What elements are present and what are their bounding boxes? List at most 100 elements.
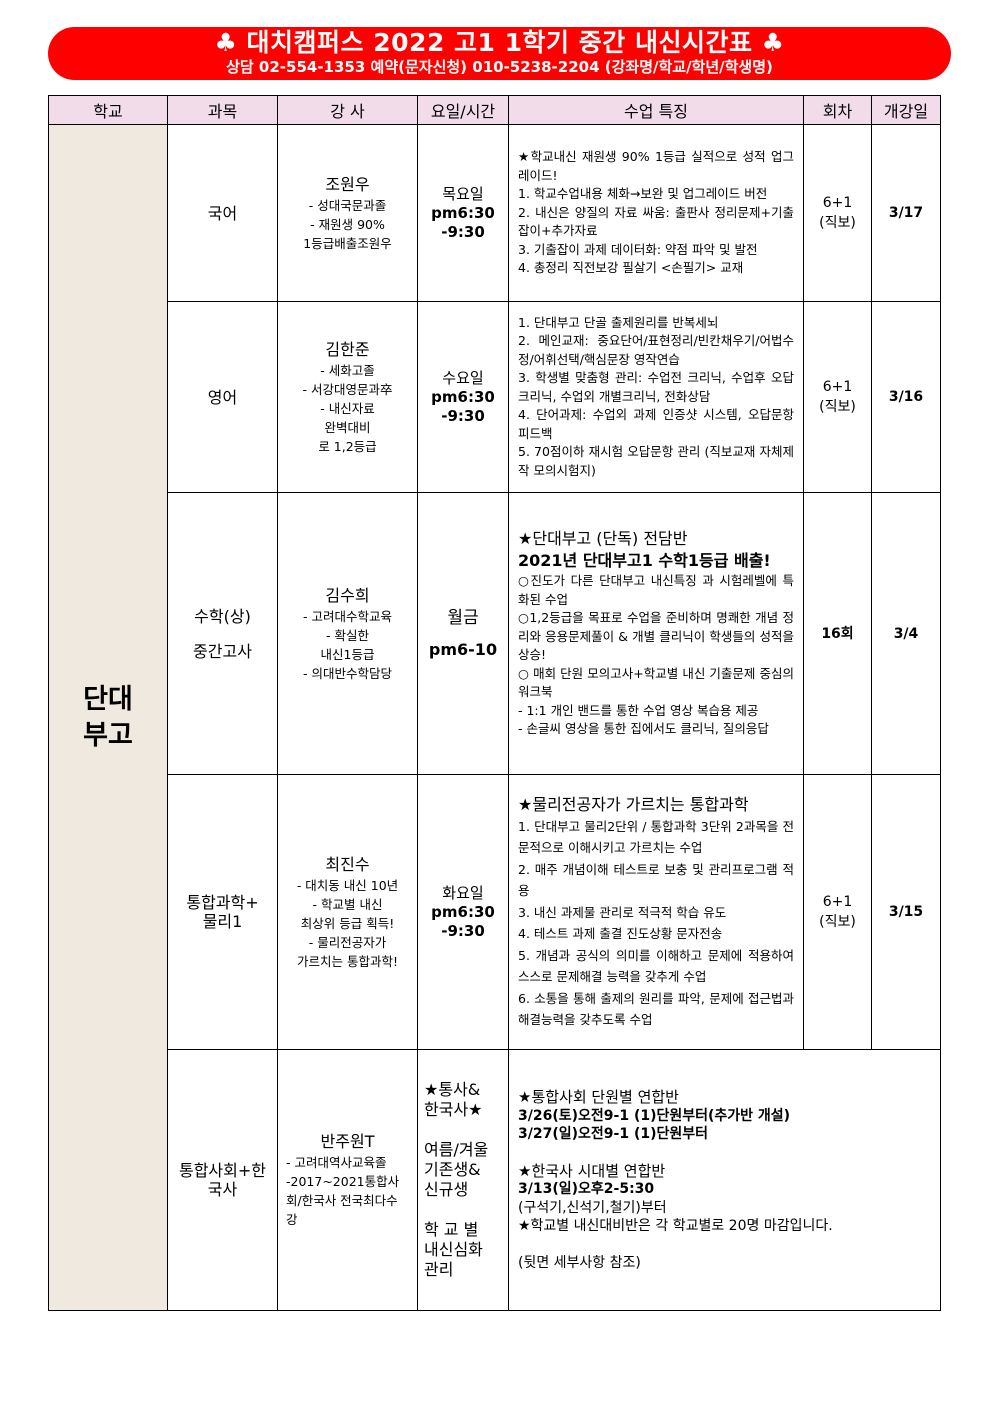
schedule-time: -9:30 xyxy=(441,921,485,940)
subject-cell: 국어 xyxy=(167,124,278,302)
feature-item: (구석기,신석기,철기)부터 xyxy=(518,1199,667,1216)
subject-cell: 영어 xyxy=(167,301,278,493)
start-date: 3/17 xyxy=(888,205,924,221)
schedule-time: -9:30 xyxy=(441,222,485,241)
feature-item: ○진도가 다른 단대부고 내신특징 과 시험레벨에 특화된 수업 xyxy=(518,573,794,607)
start-date-cell: 3/15 xyxy=(871,774,941,1050)
feature-headline: ★단대부고 (단독) 전담반 xyxy=(518,529,688,549)
feature-item: ○ 매회 단원 모의고사+학교별 내신 기출문제 중심의 워크북 xyxy=(518,665,794,700)
teacher-credential: - 세화고졸 xyxy=(320,362,375,378)
subject-name: 중간고사 xyxy=(193,641,252,661)
table-row: 단대 부고 국어 조원우 - 성대국문과졸 - 재원생 90% 1등급배출조원우 목요일 pm6… xyxy=(48,124,941,1311)
start-date: 3/15 xyxy=(888,904,924,920)
school-name: 부고 xyxy=(83,719,133,751)
feature-item: 5. 개념과 공식의 의미를 이해하고 문제에 적용하여 스스로 문제해결 능력… xyxy=(518,947,794,985)
start-date: 3/16 xyxy=(888,389,924,405)
subject-name: 수학(상) xyxy=(194,606,251,626)
schedule-time xyxy=(424,1200,502,1220)
feature-item: 3. 내신 과제물 관리로 적극적 학습 유도 xyxy=(518,904,727,920)
table-row: 통합사회+한 국사 반주원T - 고려대역사교육졸 -2017~2021통합사회/한국사… xyxy=(49,1049,941,1311)
subject-cell: 통합사회+한 국사 xyxy=(167,1049,278,1311)
schedule-time-cell: 화요일 pm6:30 -9:30 xyxy=(417,774,509,1050)
subject-name: 국사 xyxy=(207,1180,238,1199)
feature-item: 4. 단어과제: 수업외 과제 인증샷 시스템, 오답문항 피드백 xyxy=(518,407,794,441)
feature-item: 3/27(일)오전9-1 (1)단원부터 xyxy=(518,1126,708,1142)
schedule-time: 화요일 xyxy=(442,883,484,902)
features-cell: 1. 단대부고 단골 출제원리를 반복세뇌 2. 메인교재: 중요단어/표현정리/… xyxy=(508,301,804,493)
header-row: 학교 과목 강 사 요일/시간 수업 특징 회차 개강일 xyxy=(48,95,941,125)
teacher-credential: 내신1등급 xyxy=(320,646,375,662)
title-banner: ♣ 대치캠퍼스 2022 고1 1학기 중간 내신시간표 ♣ 상담 02-554… xyxy=(48,27,951,80)
schedule-time: 학 교 별 xyxy=(424,1220,479,1239)
teacher-credential: - 서강대영문과卒 xyxy=(302,381,393,397)
page-title: ♣ 대치캠퍼스 2022 고1 1학기 중간 내신시간표 ♣ xyxy=(214,28,785,57)
start-date-cell: 3/17 xyxy=(871,124,941,302)
schedule-time-cell: 목요일 pm6:30 -9:30 xyxy=(417,124,509,302)
feature-item: ★한국사 시대별 연합반 xyxy=(518,1161,666,1180)
teacher-credential: - 내신자료 xyxy=(320,400,375,416)
teacher-credential: 1등급배출조원우 xyxy=(303,235,392,251)
teacher-name: 최진수 xyxy=(325,854,370,874)
teacher-cell: 김수희 - 고려대수학교육 - 확실한 내신1등급 - 의대반수학담당 xyxy=(277,492,418,775)
session-count: (직보) xyxy=(819,914,856,930)
feature-item: 2. 내신은 양질의 자료 싸움: 출판사 정리문제+기출잡이+추가자료 xyxy=(518,204,794,239)
feature-item xyxy=(518,1144,931,1162)
feature-item: 1. 단대부고 단골 출제원리를 반복세뇌 xyxy=(518,314,719,330)
feature-item: ○1,2등급을 목표로 수업을 준비하며 명쾌한 개념 정리와 응용문제풀이 &… xyxy=(518,610,794,663)
subject-name: 물리1 xyxy=(202,912,243,931)
schedule-time: 기존생& xyxy=(424,1160,481,1179)
teacher-name: 김한준 xyxy=(325,339,370,359)
schedule-time: 신규생 xyxy=(424,1180,469,1199)
feature-item xyxy=(518,1236,931,1254)
features-cell: ★통합사회 단원별 연합반 3/26(토)오전9-1 (1)단원부터(추가반 개설… xyxy=(508,1049,941,1311)
session-count: 16회 xyxy=(821,625,854,642)
feature-item: ★통합사회 단원별 연합반 xyxy=(518,1088,679,1106)
feature-item: 3/26(토)오전9-1 (1)단원부터(추가반 개설) xyxy=(518,1107,791,1124)
feature-item: (뒷면 세부사항 참조) xyxy=(518,1254,641,1271)
subject-name: 영어 xyxy=(207,387,238,407)
feature-item: 1. 단대부고 물리2단위 / 통합과학 3단위 2과목을 전문적으로 이해시키… xyxy=(518,818,794,856)
feature-item: 3. 기출잡이 과제 데이터화: 약점 파악 및 발전 xyxy=(518,241,758,257)
session-count-cell: 16회 xyxy=(803,492,872,775)
column-header: 수업 특징 xyxy=(508,95,804,125)
table-row: 영어 김한준 - 세화고졸 - 서강대영문과卒 - 내신자료 완벽대비 로 1,2등급 수요일… xyxy=(49,301,941,493)
schedule-time: ★통사& xyxy=(424,1080,481,1099)
session-count: (직보) xyxy=(819,215,856,231)
teacher-credential: - 재원생 90% xyxy=(310,216,385,232)
column-header: 회차 xyxy=(803,95,872,125)
schedule-time-cell: 수요일 pm6:30 -9:30 xyxy=(417,301,509,493)
session-count: 6+1 xyxy=(822,379,853,395)
teacher-credential: - 물리전공자가 xyxy=(308,934,387,950)
schedule-time: pm6:30 xyxy=(431,387,495,406)
schedule-time: pm6:30 xyxy=(431,902,495,921)
teacher-credential: - 의대반수학담당 xyxy=(303,665,392,681)
schedule-time: 여름/겨울 xyxy=(424,1140,489,1159)
teacher-name: 반주원T xyxy=(320,1132,375,1151)
teacher-cell: 조원우 - 성대국문과졸 - 재원생 90% 1등급배출조원우 xyxy=(277,124,418,302)
schedule-time: -9:30 xyxy=(441,406,485,425)
schedule-time: 목요일 xyxy=(442,184,484,203)
teacher-name: 조원우 xyxy=(325,174,370,194)
schedule-time-cell: ★통사& 한국사★ 여름/겨울 기존생& 신규생 학 교 별 내신심화 관리 xyxy=(417,1049,509,1311)
feature-item: 4. 테스트 과제 출결 진도상황 문자전송 xyxy=(518,926,723,941)
schedule-time: 내신심화 xyxy=(424,1240,483,1259)
feature-item: 4. 총정리 직전보강 필살기 <손필기> 교재 xyxy=(518,260,744,276)
schedule-table: 학교 과목 강 사 요일/시간 수업 특징 회차 개강일 단대 부고 국어 조원우 - 성대국문과졸… xyxy=(48,95,941,1311)
teacher-cell: 최진수 - 대치동 내신 10년 - 학교별 내신 최상위 등급 획득! - 물리전공자… xyxy=(277,774,418,1050)
teacher-credential: 가르치는 통합과학! xyxy=(297,953,398,969)
subject-cell: 수학(상) 중간고사 xyxy=(167,492,278,775)
teacher-credential: - 대치동 내신 10년 xyxy=(296,877,399,893)
contact-info: 상담 02-554-1353 예약(문자신청) 010-5238-2204 (강… xyxy=(226,58,773,76)
subject-name: 통합과학+ xyxy=(186,893,259,912)
feature-headline: 2021년 단대부고1 수학1등급 배출! xyxy=(518,551,771,571)
schedule-time: 수요일 xyxy=(442,368,484,387)
start-date: 3/4 xyxy=(893,625,919,642)
feature-item: 5. 70점이하 재시험 오답문항 관리 (직보교재 자체제작 모의시험지) xyxy=(518,444,794,478)
teacher-credential: - 확실한 xyxy=(326,627,369,643)
feature-item: 2. 메인교재: 중요단어/표현정리/빈칸채우기/어법수정/어휘선택/핵심문장 … xyxy=(518,333,794,367)
subject-cell: 통합과학+ 물리1 xyxy=(167,774,278,1050)
session-count-cell: 6+1 (직보) xyxy=(803,301,872,493)
feature-item: 6. 소통을 통해 출제의 원리를 파악, 문제에 접근법과 해결능력을 갖추도… xyxy=(518,990,794,1028)
column-header: 개강일 xyxy=(871,95,941,125)
schedule-time: pm6:30 xyxy=(431,203,495,222)
